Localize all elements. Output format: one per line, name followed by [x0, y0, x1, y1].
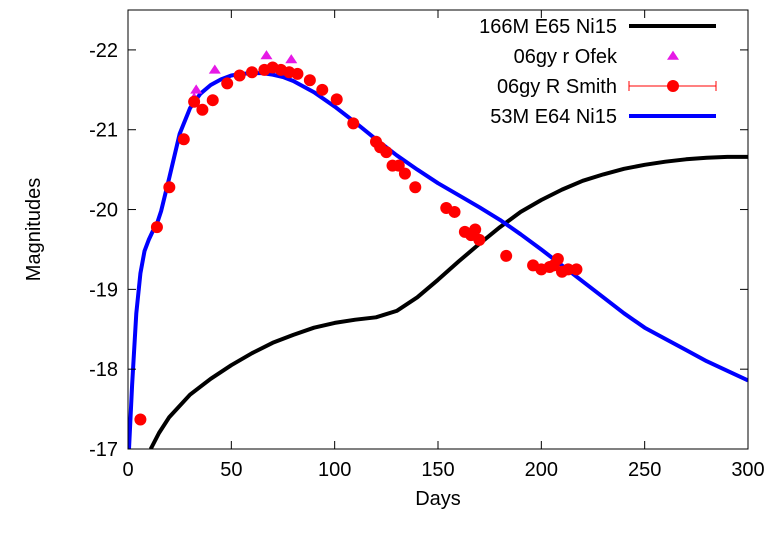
x-axis-title: Days	[415, 488, 461, 510]
y-tick-labels: -17 -18 -19 -20 -21 -22	[89, 40, 118, 461]
data-point-circle	[150, 221, 163, 234]
data-point-circle	[562, 263, 575, 276]
y-tick-label: -17	[89, 439, 118, 461]
data-point-circle	[347, 117, 360, 130]
legend-label-3: 53M E64 Ni15	[490, 106, 617, 128]
y-tick-label: -21	[89, 120, 118, 142]
data-point-circle	[551, 253, 564, 266]
x-tick-label: 100	[318, 459, 351, 481]
data-point-circle	[316, 83, 329, 96]
legend-swatch-circle	[667, 80, 679, 92]
data-point-circle	[500, 249, 513, 262]
series-line-0	[148, 154, 748, 449]
data-point-triangle	[260, 50, 273, 60]
data-point-circle	[134, 413, 147, 426]
legend-label-0: 166M E65 Ni15	[479, 16, 617, 38]
data-point-circle	[409, 181, 422, 194]
plot-points	[134, 50, 583, 426]
legend-swatch-triangle	[667, 50, 679, 60]
data-point-triangle	[285, 54, 298, 64]
x-tick-label: 150	[421, 459, 454, 481]
data-point-circle	[221, 77, 234, 90]
y-tick-label: -20	[89, 200, 118, 222]
y-tick-label: -19	[89, 279, 118, 301]
y-tick-label: -18	[89, 359, 118, 381]
x-tick-label: 300	[731, 459, 764, 481]
series-line-3	[128, 71, 748, 449]
axis-ticks	[127, 10, 749, 450]
y-tick-label: -22	[89, 40, 118, 62]
legend-entry-1: 06gy r Ofek	[514, 46, 679, 68]
legend-label-1: 06gy r Ofek	[514, 46, 618, 68]
data-point-circle	[188, 95, 201, 108]
x-tick-label: 50	[220, 459, 242, 481]
legend-entry-0: 166M E65 Ni15	[479, 16, 716, 38]
data-point-circle	[380, 146, 393, 159]
x-tick-labels: 0 50 100 150 200 250 300	[122, 459, 764, 481]
x-tick-label: 0	[122, 459, 133, 481]
data-point-circle	[177, 133, 190, 146]
data-point-circle	[398, 167, 411, 180]
legend-label-2: 06gy R Smith	[497, 76, 617, 98]
data-point-circle	[206, 94, 219, 107]
data-point-circle	[448, 205, 461, 218]
data-point-circle	[469, 223, 482, 236]
data-point-circle	[330, 93, 343, 106]
legend: 166M E65 Ni15 06gy r Ofek 06gy R Smith 5…	[479, 16, 717, 128]
x-tick-label: 200	[525, 459, 558, 481]
y-axis-title: Magnitudes	[23, 178, 45, 281]
data-point-circle	[196, 103, 209, 116]
plot-lines	[128, 71, 748, 449]
data-point-triangle	[208, 64, 221, 74]
data-point-circle	[163, 181, 176, 194]
data-point-circle	[570, 263, 583, 276]
data-point-circle	[291, 67, 304, 80]
legend-entry-3: 53M E64 Ni15	[490, 106, 716, 128]
legend-entry-2: 06gy R Smith	[497, 76, 717, 98]
data-point-circle	[233, 69, 246, 82]
data-point-circle	[246, 66, 258, 79]
plot-frame	[127, 9, 749, 450]
data-point-circle	[473, 233, 486, 246]
x-tick-label: 250	[628, 459, 661, 481]
data-point-circle	[303, 74, 316, 87]
data-point-triangle	[190, 84, 203, 94]
